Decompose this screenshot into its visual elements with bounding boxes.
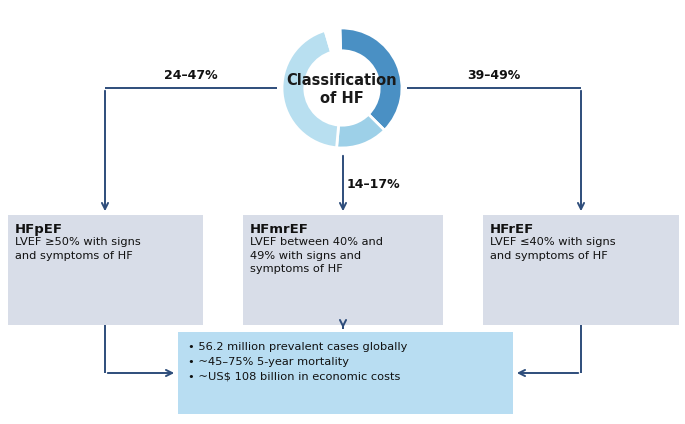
Text: 39–49%: 39–49% <box>467 69 521 82</box>
FancyBboxPatch shape <box>243 215 443 325</box>
Text: 24–47%: 24–47% <box>164 69 218 82</box>
Text: LVEF between 40% and
49% with signs and
symptoms of HF: LVEF between 40% and 49% with signs and … <box>250 237 383 274</box>
Text: of HF: of HF <box>320 91 364 106</box>
Wedge shape <box>340 28 402 130</box>
Text: HFrEF: HFrEF <box>490 223 534 236</box>
Text: LVEF ≥50% with signs
and symptoms of HF: LVEF ≥50% with signs and symptoms of HF <box>15 237 140 261</box>
Wedge shape <box>336 114 384 148</box>
FancyBboxPatch shape <box>8 215 203 325</box>
Text: HFpEF: HFpEF <box>15 223 63 236</box>
Text: LVEF ≤40% with signs
and symptoms of HF: LVEF ≤40% with signs and symptoms of HF <box>490 237 616 261</box>
Text: 14–17%: 14–17% <box>347 178 401 190</box>
Text: Classification: Classification <box>287 73 397 88</box>
Wedge shape <box>325 28 340 52</box>
Text: • 56.2 million prevalent cases globally
• ~45–75% 5-year mortality
• ~US$ 108 bi: • 56.2 million prevalent cases globally … <box>188 342 408 382</box>
Wedge shape <box>282 31 338 148</box>
Text: HFmrEF: HFmrEF <box>250 223 309 236</box>
FancyBboxPatch shape <box>483 215 679 325</box>
FancyBboxPatch shape <box>178 332 513 414</box>
